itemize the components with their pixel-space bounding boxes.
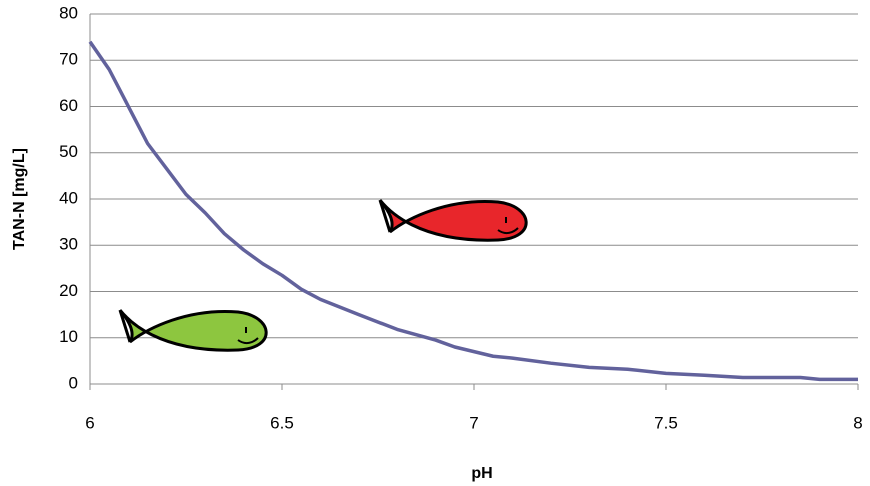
x-tick-label: 6.5 bbox=[270, 413, 294, 432]
green-fish bbox=[118, 309, 268, 352]
x-tick-label: 7 bbox=[469, 413, 478, 432]
y-tick-label: 40 bbox=[59, 188, 78, 207]
y-tick-label: 60 bbox=[59, 96, 78, 115]
x-tick-label: 8 bbox=[853, 413, 862, 432]
y-tick-label: 10 bbox=[59, 327, 78, 346]
y-tick-label: 80 bbox=[59, 3, 78, 22]
line-series bbox=[88, 40, 858, 382]
x-tick-label: 6 bbox=[85, 413, 94, 432]
y-tick-label: 70 bbox=[59, 50, 78, 69]
y-axis-title: TAN-N [mg/L] bbox=[11, 148, 28, 250]
y-tick-label: 50 bbox=[59, 142, 78, 161]
red-fish bbox=[378, 199, 528, 242]
y-tick-label: 0 bbox=[69, 373, 78, 392]
y-tick-label: 20 bbox=[59, 281, 78, 300]
x-tick-label: 7.5 bbox=[654, 413, 678, 432]
y-tick-label: 30 bbox=[59, 235, 78, 254]
x-axis-title: pH bbox=[471, 465, 492, 482]
